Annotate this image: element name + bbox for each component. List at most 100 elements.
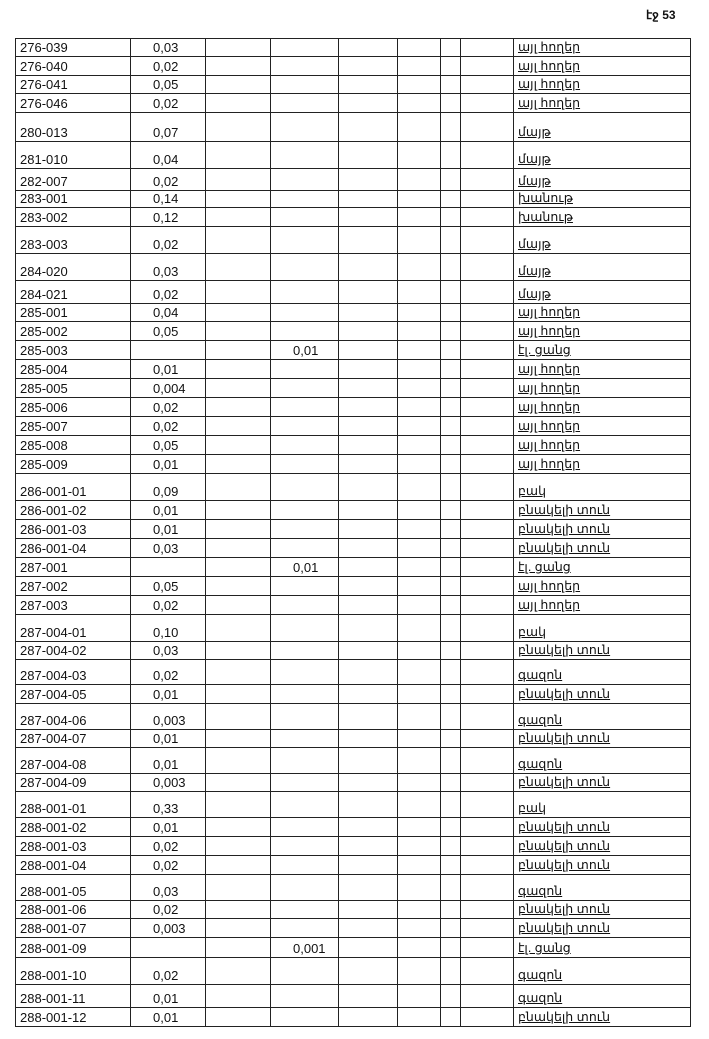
- table-row: 285-004 0,01 այլ հողեր: [15, 359, 691, 379]
- empty-cell: [440, 557, 461, 577]
- empty-cell: [460, 614, 514, 642]
- parcel-code: 285-001: [15, 303, 131, 322]
- empty-cell: [397, 378, 441, 398]
- empty-cell: [460, 576, 514, 596]
- empty-cell: [460, 900, 514, 919]
- empty-cell: [460, 397, 514, 417]
- empty-cell: [440, 817, 461, 837]
- empty-cell: [205, 836, 271, 856]
- empty-cell: [440, 359, 461, 379]
- area-value: 0,33: [130, 791, 206, 818]
- area-value: 0,01: [130, 747, 206, 774]
- empty-cell: [338, 836, 398, 856]
- empty-cell: [440, 729, 461, 748]
- parcel-code: 285-004: [15, 359, 131, 379]
- extra-value: [270, 984, 339, 1008]
- empty-cell: [205, 773, 271, 792]
- empty-cell: [338, 874, 398, 901]
- empty-cell: [460, 538, 514, 558]
- area-value: 0,02: [130, 595, 206, 615]
- extra-value: [270, 836, 339, 856]
- empty-cell: [338, 519, 398, 539]
- empty-cell: [397, 836, 441, 856]
- parcel-code: 286-001-01: [15, 473, 131, 501]
- area-value: 0,03: [130, 38, 206, 57]
- empty-cell: [205, 454, 271, 474]
- empty-cell: [440, 38, 461, 57]
- empty-cell: [460, 340, 514, 360]
- parcel-code: 280-013: [15, 112, 131, 142]
- table-row: 288-001-11 0,01 գազոն: [15, 984, 691, 1008]
- land-type: մայթ: [513, 112, 691, 142]
- parcel-code: 286-001-02: [15, 500, 131, 520]
- empty-cell: [205, 340, 271, 360]
- parcel-code: 287-004-06: [15, 703, 131, 730]
- parcel-code: 287-001: [15, 557, 131, 577]
- parcel-code: 288-001-10: [15, 957, 131, 985]
- empty-cell: [397, 500, 441, 520]
- land-type: բնակելի տուն: [513, 538, 691, 558]
- empty-cell: [338, 56, 398, 76]
- parcel-code: 288-001-05: [15, 874, 131, 901]
- table-row: 287-003 0,02 այլ հողեր: [15, 595, 691, 615]
- area-value: 0,02: [130, 226, 206, 254]
- empty-cell: [397, 253, 441, 281]
- empty-cell: [205, 557, 271, 577]
- table-row: 287-004-03 0,02 գազոն: [15, 659, 691, 685]
- empty-cell: [338, 190, 398, 208]
- extra-value: 0,001: [270, 937, 339, 958]
- extra-value: [270, 519, 339, 539]
- extra-value: [270, 190, 339, 208]
- empty-cell: [205, 684, 271, 704]
- table-row: 285-009 0,01 այլ հողեր: [15, 454, 691, 474]
- empty-cell: [397, 614, 441, 642]
- empty-cell: [338, 473, 398, 501]
- parcel-code: 285-009: [15, 454, 131, 474]
- empty-cell: [338, 855, 398, 875]
- area-value: 0,12: [130, 207, 206, 227]
- land-type: բնակելի տուն: [513, 684, 691, 704]
- table-row: 287-004-05 0,01 բնակելի տուն: [15, 684, 691, 704]
- empty-cell: [338, 141, 398, 169]
- empty-cell: [397, 168, 441, 191]
- empty-cell: [205, 303, 271, 322]
- empty-cell: [397, 538, 441, 558]
- table-row: 285-003 0,01 էլ. ցանց: [15, 340, 691, 360]
- area-value: 0,01: [130, 359, 206, 379]
- empty-cell: [338, 791, 398, 818]
- empty-cell: [338, 416, 398, 436]
- empty-cell: [397, 141, 441, 169]
- area-value: 0,03: [130, 253, 206, 281]
- empty-cell: [460, 855, 514, 875]
- empty-cell: [397, 93, 441, 113]
- parcel-code: 276-041: [15, 75, 131, 94]
- area-value: 0,02: [130, 836, 206, 856]
- extra-value: [270, 576, 339, 596]
- parcel-code: 276-040: [15, 56, 131, 76]
- land-type: գազոն: [513, 747, 691, 774]
- empty-cell: [397, 641, 441, 660]
- extra-value: [270, 168, 339, 191]
- area-value: 0,003: [130, 773, 206, 792]
- parcel-code: 284-020: [15, 253, 131, 281]
- empty-cell: [397, 112, 441, 142]
- empty-cell: [440, 454, 461, 474]
- empty-cell: [205, 659, 271, 685]
- empty-cell: [205, 280, 271, 304]
- empty-cell: [440, 435, 461, 455]
- area-value: 0,01: [130, 984, 206, 1008]
- land-type: մայթ: [513, 253, 691, 281]
- empty-cell: [440, 900, 461, 919]
- parcel-code: 288-001-02: [15, 817, 131, 837]
- empty-cell: [440, 226, 461, 254]
- empty-cell: [205, 207, 271, 227]
- empty-cell: [338, 557, 398, 577]
- area-value: 0,14: [130, 190, 206, 208]
- table-row: 282-007 0,02 մայթ: [15, 168, 691, 191]
- parcel-code: 285-002: [15, 321, 131, 341]
- empty-cell: [460, 112, 514, 142]
- area-value: 0,01: [130, 817, 206, 837]
- extra-value: [270, 729, 339, 748]
- empty-cell: [205, 397, 271, 417]
- land-type: բակ: [513, 473, 691, 501]
